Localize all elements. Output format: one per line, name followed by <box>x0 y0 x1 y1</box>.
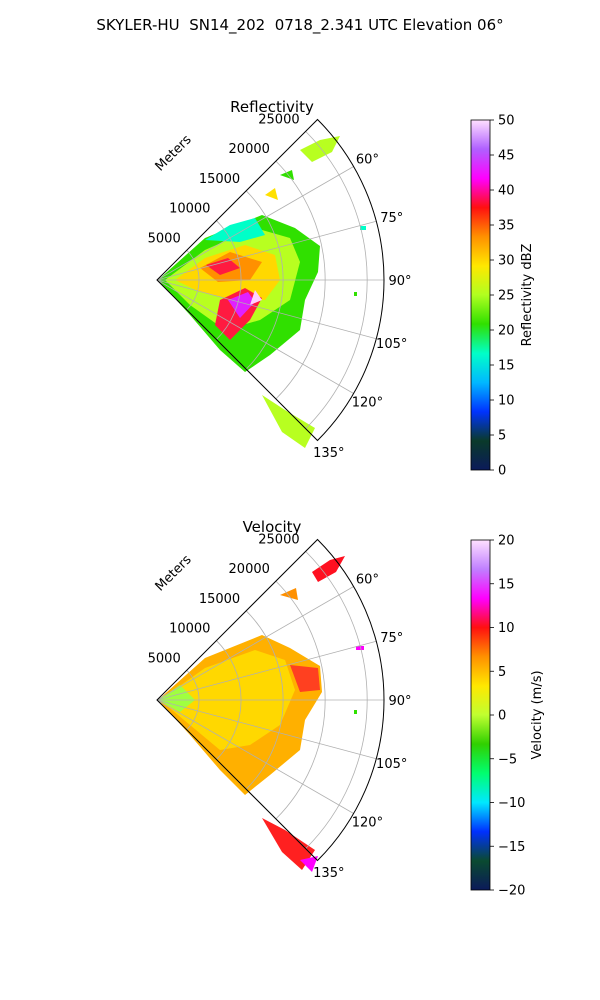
radial-tick-labels: 5000 10000 15000 20000 25000 <box>148 532 300 666</box>
radial-axis-label: Meters <box>153 552 195 594</box>
azimuth-spoke <box>156 640 377 701</box>
azimuth-tick-label: 60° <box>356 573 379 588</box>
sector-outline <box>156 118 385 442</box>
azimuth-spoke <box>156 279 354 394</box>
angular-tick-labels: 60° 75° 90° 105° 120° 135° <box>313 153 411 461</box>
azimuth-tick-label: 135° <box>313 446 344 461</box>
azimuth-tick-label: 75° <box>380 211 403 226</box>
panel-title: Reflectivity <box>230 98 314 116</box>
colorbar-tick-label: 25 <box>498 289 515 304</box>
azimuth-spoke <box>156 699 354 814</box>
radial-tick-label: 10000 <box>169 622 210 637</box>
colorbar-tick-label: 20 <box>498 324 515 339</box>
colorbar-ticks: 0 5 10 15 20 25 30 35 40 45 50 <box>490 114 515 479</box>
radial-tick-label: 20000 <box>229 562 270 577</box>
colorbar-tick-label: −15 <box>498 840 525 855</box>
radial-tick-label: 15000 <box>199 172 240 187</box>
colorbar-tick-label: 30 <box>498 254 515 269</box>
colorbar <box>470 539 491 891</box>
azimuth-tick-label: 120° <box>352 816 383 831</box>
azimuth-tick-label: 90° <box>388 694 411 709</box>
reflectivity-echo-field <box>158 136 366 448</box>
velocity-echo-field <box>158 556 364 872</box>
azimuth-spoke <box>156 220 377 281</box>
radial-tick-label: 25000 <box>258 532 299 547</box>
azimuth-tick-label: 105° <box>376 337 407 352</box>
colorbar-tick-label: 45 <box>498 149 515 164</box>
panel-title: Velocity <box>243 518 302 536</box>
colorbar-tick-label: 10 <box>498 621 515 636</box>
colorbar-tick-label: 5 <box>498 429 506 444</box>
velocity-panel: Velocity 5000 10000 15000 20000 25000 60° 75°… <box>148 518 545 899</box>
azimuth-tick-label: 60° <box>356 153 379 168</box>
azimuth-spoke <box>156 586 354 701</box>
colorbar-tick-label: 0 <box>498 709 506 724</box>
colorbar-label: Reflectivity dBZ <box>520 244 535 347</box>
colorbar-tick-label: 15 <box>498 577 515 592</box>
azimuth-spoke <box>156 699 377 760</box>
reflectivity-panel: Reflectivity 5000 10000 15000 20000 25000 60… <box>148 98 535 479</box>
colorbar-tick-label: 0 <box>498 464 506 479</box>
polar-grid <box>156 538 385 862</box>
colorbar-tick-label: 50 <box>498 114 515 129</box>
azimuth-tick-label: 105° <box>376 757 407 772</box>
radial-tick-label: 20000 <box>229 142 270 157</box>
sector-outline <box>156 538 385 862</box>
angular-tick-labels: 60° 75° 90° 105° 120° 135° <box>313 573 411 881</box>
colorbar-tick-label: −20 <box>498 884 525 899</box>
colorbar-tick-label: 20 <box>498 534 515 549</box>
polar-grid <box>156 118 385 442</box>
radial-tick-label: 25000 <box>258 112 299 127</box>
colorbar-label: Velocity (m/s) <box>530 670 545 759</box>
colorbar-tick-label: 5 <box>498 665 506 680</box>
radial-tick-label: 10000 <box>169 202 210 217</box>
colorbar <box>470 119 491 471</box>
colorbar-ticks: −20 −15 −10 −5 0 5 10 15 20 <box>490 534 525 899</box>
azimuth-tick-label: 90° <box>388 274 411 289</box>
figure-title: SKYLER-HU SN14_202 0718_2.341 UTC Elevat… <box>96 16 504 34</box>
colorbar-tick-label: 40 <box>498 184 515 199</box>
colorbar-tick-label: 35 <box>498 219 515 234</box>
radial-tick-labels: 5000 10000 15000 20000 25000 <box>148 112 300 246</box>
azimuth-tick-label: 120° <box>352 396 383 411</box>
azimuth-spoke <box>156 166 354 281</box>
radial-tick-label: 5000 <box>148 231 181 246</box>
colorbar-tick-label: 10 <box>498 394 515 409</box>
radial-tick-label: 15000 <box>199 592 240 607</box>
radial-tick-label: 5000 <box>148 651 181 666</box>
colorbar-tick-label: −5 <box>498 752 517 767</box>
azimuth-tick-label: 135° <box>313 866 344 881</box>
azimuth-spoke <box>156 279 377 340</box>
colorbar-tick-label: −10 <box>498 796 525 811</box>
azimuth-tick-label: 75° <box>380 631 403 646</box>
colorbar-tick-label: 15 <box>498 359 515 374</box>
radial-axis-label: Meters <box>153 132 195 174</box>
